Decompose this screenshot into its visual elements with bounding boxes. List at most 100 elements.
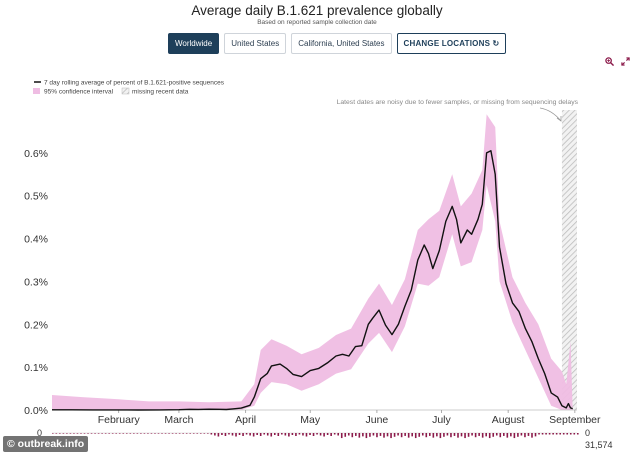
expand-icon[interactable] — [621, 57, 630, 66]
count-bar — [538, 433, 540, 435]
count-bar — [495, 433, 498, 436]
count-bar — [157, 433, 160, 434]
count-bar — [506, 433, 509, 438]
count-bar — [129, 433, 132, 434]
count-bar — [390, 433, 392, 439]
count-bar — [154, 433, 156, 434]
count-bar — [383, 433, 385, 438]
change-locations-label: CHANGE LOCATIONS — [403, 39, 491, 48]
count-bar — [573, 433, 576, 435]
count-bar — [450, 433, 452, 438]
missing-data-annotation: Latest dates are noisy due to fewer samp… — [337, 99, 579, 106]
count-bar — [464, 433, 466, 439]
count-bar — [231, 433, 234, 436]
count-bar — [369, 433, 371, 437]
count-bar — [263, 433, 266, 435]
count-bar — [379, 433, 382, 436]
y-tick-label: 0.3% — [24, 276, 48, 288]
count-bar — [178, 433, 181, 434]
count-bar — [517, 433, 519, 437]
count-bar — [397, 433, 399, 436]
count-bar — [298, 433, 301, 435]
count-bar — [295, 433, 297, 436]
count-bar — [499, 433, 502, 438]
count-bar — [140, 433, 142, 434]
count-bar — [524, 433, 526, 438]
count-bar — [337, 433, 340, 436]
change-locations-button[interactable]: CHANGE LOCATIONS ↻ — [396, 33, 507, 54]
count-bar — [562, 433, 565, 435]
location-united-states-button[interactable]: United States — [224, 33, 287, 54]
count-bar — [436, 433, 438, 437]
count-bar — [90, 433, 93, 434]
count-bar — [474, 433, 477, 438]
location-california-button[interactable]: California, United States — [291, 33, 392, 54]
count-bar — [245, 433, 248, 435]
count-max-label: 31,574 — [585, 440, 613, 450]
count-bar — [55, 433, 58, 434]
legend-ci-swatch — [33, 88, 40, 94]
count-bar — [577, 433, 579, 435]
count-bar — [309, 433, 311, 435]
count-bar — [147, 433, 149, 434]
count-bar — [94, 433, 96, 434]
count-bar — [376, 433, 378, 438]
count-bar — [330, 433, 332, 436]
count-bar — [288, 433, 290, 437]
count-bar — [242, 433, 244, 436]
count-bar — [281, 433, 283, 435]
count-bar — [133, 433, 135, 434]
y-tick-label: 0.0% — [24, 405, 48, 417]
count-bar — [541, 433, 544, 435]
count-bar — [235, 433, 237, 437]
count-bar — [199, 433, 202, 434]
count-bar — [302, 433, 304, 436]
x-tick-label: August — [492, 414, 525, 426]
count-bar — [87, 433, 89, 434]
y-tick-label: 0.4% — [24, 234, 48, 246]
count-bar — [312, 433, 315, 436]
x-tick-label: May — [300, 414, 321, 426]
count-bar — [439, 433, 442, 439]
count-bar — [80, 433, 82, 434]
count-bar — [481, 433, 484, 438]
count-bar — [256, 433, 258, 435]
count-bar — [136, 433, 139, 434]
location-worldwide-button[interactable]: Worldwide — [168, 33, 220, 54]
count-bar — [411, 433, 413, 437]
watermark-text: outbreak.info — [17, 438, 85, 450]
count-bar — [62, 433, 65, 434]
count-bar — [97, 433, 100, 434]
count-bar — [510, 433, 512, 437]
count-bar — [393, 433, 396, 437]
x-tick-label: February — [98, 414, 141, 426]
count-bar — [207, 433, 209, 434]
rolling-average-line — [52, 150, 573, 411]
count-bar — [291, 433, 294, 435]
count-bar — [175, 433, 177, 434]
count-bar — [214, 433, 216, 436]
count-bar — [400, 433, 403, 438]
count-bar — [443, 433, 445, 437]
count-bar — [485, 433, 487, 437]
count-bar — [125, 433, 128, 434]
count-bar — [185, 433, 188, 434]
count-bar — [351, 433, 354, 438]
count-bar — [221, 433, 223, 435]
count-bar — [305, 433, 308, 437]
count-bar — [171, 433, 174, 434]
zoom-icon[interactable] — [605, 57, 614, 66]
count-bar — [460, 433, 463, 437]
count-bar — [446, 433, 449, 436]
count-bar — [552, 433, 554, 435]
count-bar — [429, 433, 431, 436]
count-min-label-left: 0 — [37, 428, 43, 438]
count-bar — [111, 433, 114, 434]
count-bar — [566, 433, 569, 435]
x-tick-label: July — [432, 414, 451, 426]
count-bar — [471, 433, 473, 436]
count-bar — [372, 433, 375, 436]
count-bar — [323, 433, 325, 437]
count-bar — [386, 433, 389, 437]
count-bar — [344, 433, 347, 437]
